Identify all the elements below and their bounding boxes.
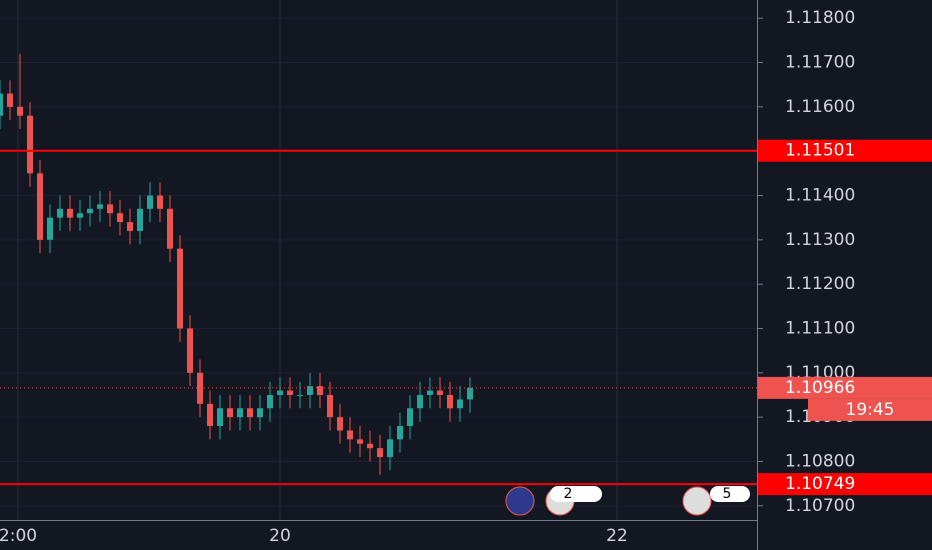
y-tick-label: 1.11800 [785,8,855,28]
candle-body [267,394,273,409]
candle-body [287,390,293,395]
candle-body [447,394,453,409]
candle-body [157,195,163,209]
candle-body [327,394,333,418]
x-tick-label: 22 [606,526,628,546]
y-tick-label: 1.11100 [785,318,855,338]
candle-body [367,443,373,449]
last-price-box [758,376,932,399]
price-label: 1.11501 [785,141,855,161]
candle-body [377,448,383,458]
candle-body [237,408,243,418]
candle-body [67,208,73,218]
candle-body [107,204,113,214]
candle-body [37,173,43,240]
candle-body [207,403,213,427]
y-tick-label: 1.11700 [785,53,855,73]
y-tick-label: 1.10700 [785,496,855,516]
candle-body [177,248,183,329]
candle-body [467,387,473,400]
price-label-box [758,139,932,162]
candle-body [307,386,313,395]
candle-body [17,106,23,116]
event-us: 5 [682,486,750,516]
candle-body [0,93,3,116]
candle-body [417,394,423,409]
candle-body [47,217,53,240]
candle-body [297,394,303,396]
event-count: 2 [564,486,573,502]
y-tick-label: 1.11200 [785,274,855,294]
candle-body [97,204,103,209]
y-tick-label: 1.11600 [785,97,855,117]
countdown-label: 19:45 [846,400,895,420]
x-tick-label: 20 [269,526,291,546]
candle-body [407,408,413,427]
candle-body [147,195,153,209]
y-tick-label: 1.11300 [785,230,855,250]
candle-body [137,208,143,231]
candle-body [317,386,323,395]
x-tick-label: 2:00 [0,526,37,546]
y-tick-label: 1.10800 [785,451,855,471]
candle-body [337,417,343,431]
candle-body [117,213,123,223]
candle-body [77,213,83,218]
event-icon [505,486,535,516]
candle-body [427,390,433,395]
candle-body [457,399,463,409]
price-label: 1.10749 [785,474,855,494]
y-tick-label: 1.11400 [785,185,855,205]
candle-body [7,93,13,107]
last-price-label: 1.10966 [785,378,855,398]
candle-body [167,208,173,249]
event-eu: 2 [505,486,602,516]
candle-body [127,222,133,231]
event-badge [710,486,750,502]
candle-body [277,390,283,395]
candle-body [357,439,363,444]
event-badge [550,486,602,502]
candle-body [437,390,443,395]
event-count: 5 [723,486,732,502]
candle-body [187,328,193,373]
candle-body [57,208,63,218]
event-icon [682,486,712,516]
candle-body [397,426,403,440]
candle-body [27,115,33,174]
candle-body [387,439,393,458]
countdown-box [808,398,932,421]
price-label-box [758,473,932,496]
candle-body [257,408,263,418]
candle-body [227,408,233,418]
candle-body [87,208,93,214]
candle-body [247,408,253,418]
candle-body [347,430,353,440]
candle-body [217,408,223,427]
